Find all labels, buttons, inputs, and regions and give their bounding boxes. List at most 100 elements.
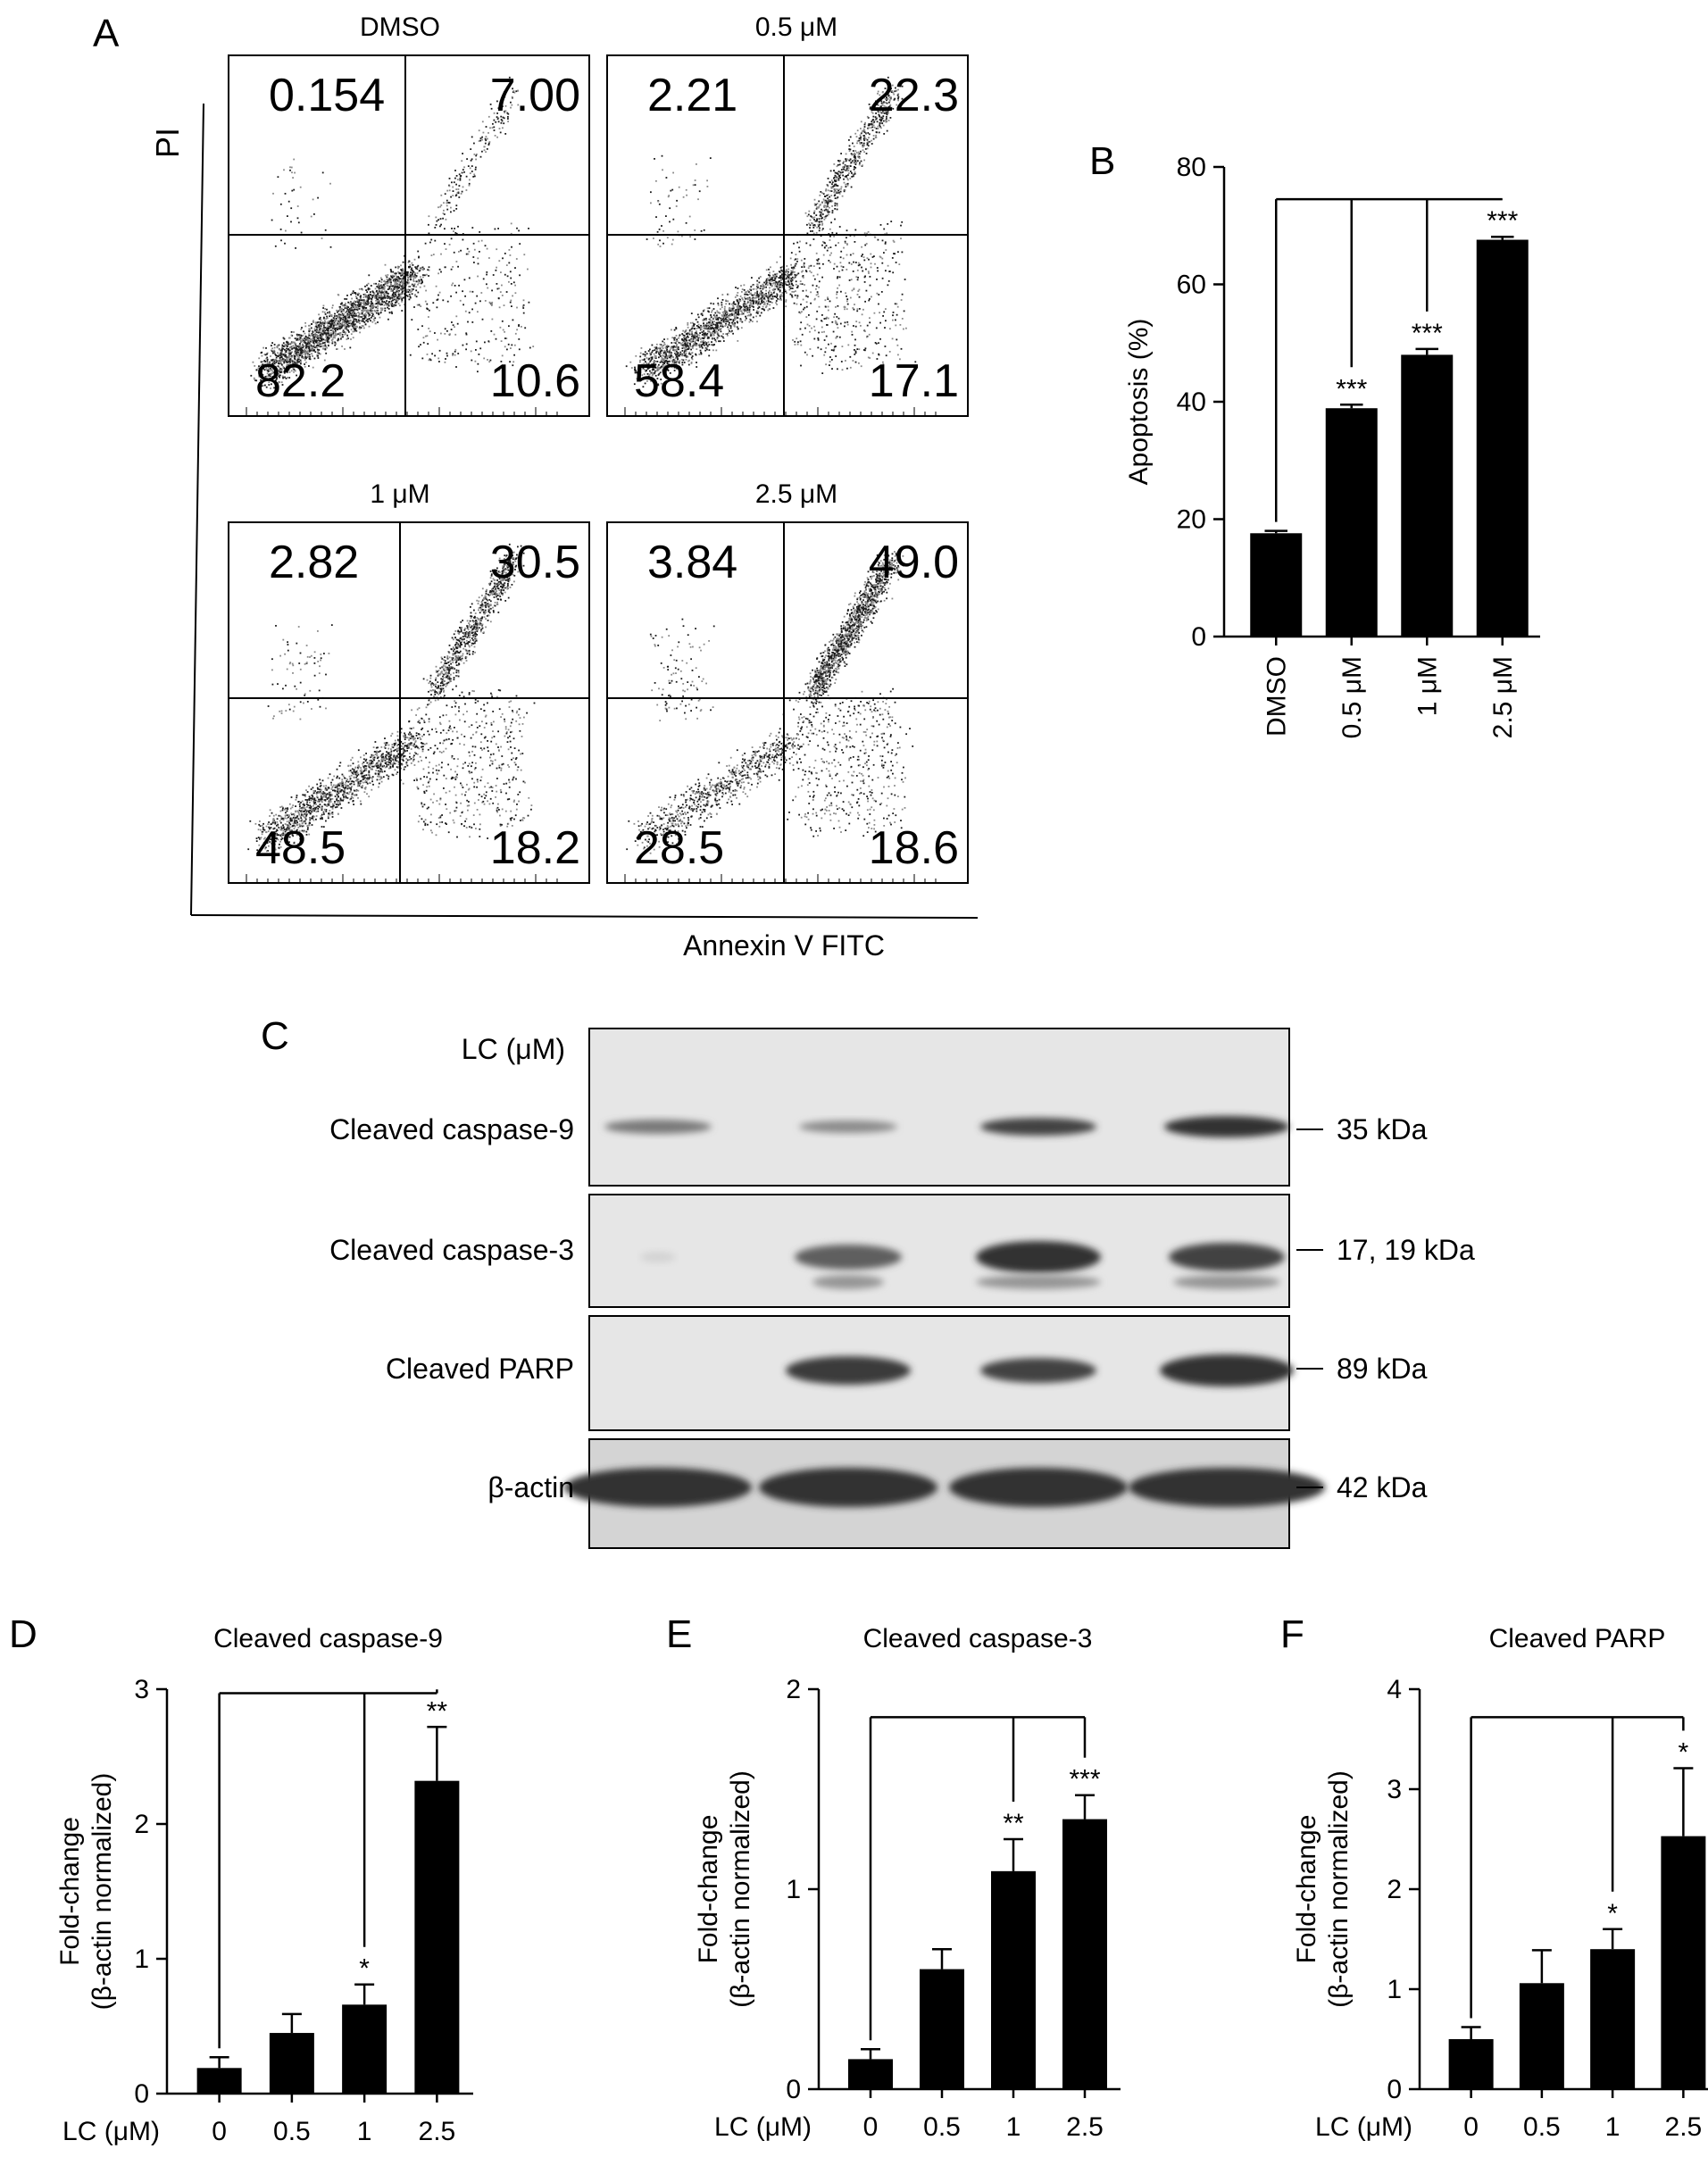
quadrant-ur-value: 22.3 <box>869 70 959 121</box>
x-tick-label: 2.5 <box>1665 2112 1703 2142</box>
chart-title: Cleaved PARP <box>1489 1624 1666 1653</box>
significance-label: *** <box>1336 374 1367 404</box>
quadrant-ll-value: 58.4 <box>634 355 724 407</box>
y-tick-label: 3 <box>134 1675 149 1704</box>
y-tick-label: 40 <box>1177 387 1206 417</box>
pi-axis-label: PI <box>149 128 186 158</box>
blot-band <box>976 1241 1101 1273</box>
bar <box>269 2033 314 2094</box>
panel-f: F Cleaved PARP 0 1 2 3 4 Fold-change (β-actin n… <box>1280 1612 1708 2142</box>
blot-band <box>799 1120 897 1133</box>
bar <box>342 2004 387 2094</box>
x-tick-label: 0.5 μM <box>1337 656 1367 738</box>
blot-band <box>564 1468 752 1507</box>
flow-plot-frame <box>228 521 590 884</box>
y-tick-label: 4 <box>1387 1675 1402 1704</box>
quadrant-ur-value: 49.0 <box>869 537 959 588</box>
blot-protein-label: β-actin <box>487 1471 574 1503</box>
blot-membrane <box>588 1028 1290 1187</box>
blot-2: Cleaved caspase-3 17, 19 kDa <box>329 1194 1475 1308</box>
flow-scatter-points <box>625 76 917 388</box>
y-tick-label: 0 <box>1387 2075 1402 2104</box>
chart-d: Cleaved caspase-9 0 1 2 3 Fold-change (β-actin… <box>55 1624 473 2146</box>
y-axis-label: Apoptosis (%) <box>1124 319 1154 486</box>
flow-plot-frame <box>606 521 969 884</box>
panel-letter-b: B <box>1089 139 1115 183</box>
blot-1: Cleaved caspase-9 35 kDa <box>329 1028 1428 1187</box>
blot-protein-label: Cleaved caspase-9 <box>329 1113 574 1145</box>
lc-concentration-label: LC (μM) <box>462 1033 565 1065</box>
bar <box>1062 1819 1107 2089</box>
blot-size-label: 35 kDa <box>1337 1113 1428 1145</box>
chart-title: Cleaved caspase-3 <box>863 1624 1093 1653</box>
blot-band <box>949 1468 1128 1507</box>
blot-band <box>786 1356 911 1385</box>
flow-plot-4: 2.5 μM 3.84 49.0 28.5 18.6 <box>606 479 969 884</box>
blot-band-lower <box>976 1275 1101 1289</box>
flow-scatter-points <box>247 543 536 854</box>
quadrant-lr-value: 18.2 <box>490 822 580 874</box>
panel-c: C LC (μM) 00.512.5 Cleaved caspase-935 k… <box>261 1014 1475 1549</box>
quadrant-ll-value: 82.2 <box>255 355 346 407</box>
bar <box>196 2068 242 2094</box>
y-tick-label: 2 <box>786 1675 801 1704</box>
bar <box>1519 1983 1564 2089</box>
panel-a-bottom-axis <box>190 914 979 919</box>
blot-band <box>759 1468 937 1507</box>
bar <box>1590 1949 1636 2089</box>
blot-band <box>604 1120 712 1134</box>
blot-band <box>795 1245 902 1270</box>
quadrant-ul-value: 3.84 <box>647 537 737 588</box>
quadrant-ul-value: 2.21 <box>647 70 737 121</box>
quadrant-lr-value: 10.6 <box>490 355 580 407</box>
y-tick-label: 1 <box>786 1875 801 1904</box>
bar <box>848 2059 893 2089</box>
blot-band <box>980 1118 1096 1136</box>
y-axis-label: Fold-change (β-actin normalized) <box>55 1773 117 2011</box>
x-axis-label: LC (μM) <box>62 2117 160 2146</box>
panel-b: B 0 20 40 60 80 Apoptosis (%) DMSO *** 0.5 μM ***… <box>1089 139 1540 738</box>
bar <box>1476 239 1529 637</box>
x-tick-label: 2.5 <box>419 2117 456 2146</box>
quadrant-ll-value: 48.5 <box>255 822 346 874</box>
y-tick-label: 0 <box>1191 622 1206 652</box>
panel-a-left-axis <box>190 103 204 916</box>
flow-plot-1: DMSO 0.154 7.00 82.2 10.6 <box>228 12 590 417</box>
y-tick-label: 20 <box>1177 505 1206 535</box>
bar <box>991 1870 1036 2089</box>
bar <box>1250 533 1303 637</box>
panel-letter-a: A <box>93 12 120 55</box>
x-tick-label: 1 μM <box>1412 656 1442 716</box>
panel-letter-e: E <box>666 1612 692 1656</box>
x-tick-label: 0.5 <box>1523 2112 1561 2142</box>
flow-plot-2: 0.5 μM 2.21 22.3 58.4 17.1 <box>606 12 969 417</box>
blot-4: β-actin 42 kDa <box>487 1438 1428 1549</box>
blot-membrane <box>588 1194 1290 1308</box>
x-axis-label: LC (μM) <box>714 2112 812 2142</box>
bar <box>1448 2039 1494 2089</box>
chart-title: Cleaved caspase-9 <box>213 1624 443 1653</box>
y-tick-label: 60 <box>1177 271 1206 300</box>
panel-e: E Cleaved caspase-3 0 1 2 Fold-change (β-acti… <box>666 1612 1121 2142</box>
blot-protein-label: Cleaved caspase-3 <box>329 1234 574 1266</box>
significance-label: * <box>1679 1737 1689 1767</box>
y-axis-label: Fold-change (β-actin normalized) <box>694 1770 755 2008</box>
x-tick-label: 1 <box>1605 2112 1621 2142</box>
x-tick-label: 1 <box>357 2117 372 2146</box>
y-axis-label: Fold-change (β-actin normalized) <box>1292 1770 1354 2008</box>
blot-protein-label: Cleaved PARP <box>386 1353 574 1385</box>
quadrant-ur-value: 7.00 <box>490 70 580 121</box>
significance-label: * <box>359 1954 370 1984</box>
quadrant-ul-value: 0.154 <box>269 70 385 121</box>
significance-label: *** <box>1069 1765 1100 1795</box>
x-tick-label: 1 <box>1006 2112 1021 2142</box>
bar <box>1661 1836 1706 2089</box>
y-tick-label: 2 <box>134 1810 149 1839</box>
chart-f: Cleaved PARP 0 1 2 3 4 Fold-change (β-actin nor… <box>1292 1624 1708 2142</box>
bar <box>920 1969 964 2089</box>
flow-plot-title: 0.5 μM <box>755 12 837 42</box>
blot-band <box>1160 1354 1294 1387</box>
flow-scatter-points <box>250 76 535 389</box>
x-tick-label: 2.5 <box>1066 2112 1104 2142</box>
